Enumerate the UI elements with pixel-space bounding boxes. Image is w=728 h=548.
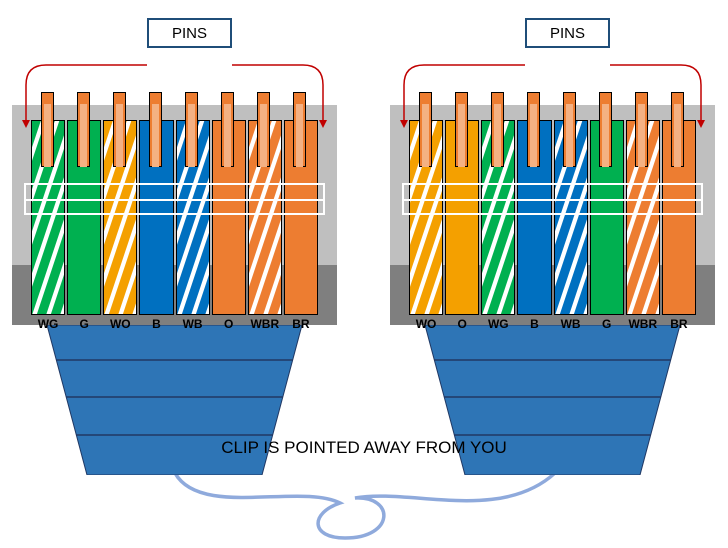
wire-labels: WOOWGBWBGWBRBR [408, 317, 697, 331]
wire-label-2: G [66, 317, 102, 331]
wire-label-8: BR [661, 317, 697, 331]
wire-label-4: B [516, 317, 552, 331]
diagram-root: CLIP IS POINTED AWAY FROM YOU WGGWOBWBOW… [0, 0, 728, 546]
wire-label-3: WG [480, 317, 516, 331]
wire-label-5: WB [175, 317, 211, 331]
wire-group [408, 120, 697, 315]
cable-line [0, 468, 728, 548]
wire-label-6: O [211, 317, 247, 331]
wire-label-8: BR [283, 317, 319, 331]
pins-label: PINS [525, 18, 610, 48]
wire-label-7: WBR [625, 317, 661, 331]
wire-label-2: O [444, 317, 480, 331]
wire-label-4: B [138, 317, 174, 331]
wire-label-3: WO [102, 317, 138, 331]
caption-text: CLIP IS POINTED AWAY FROM YOU [0, 438, 728, 458]
wire-label-6: G [589, 317, 625, 331]
wire-labels: WGGWOBWBOWBRBR [30, 317, 319, 331]
wire-label-7: WBR [247, 317, 283, 331]
wire-group [30, 120, 319, 315]
wire-label-1: WO [408, 317, 444, 331]
pins-label: PINS [147, 18, 232, 48]
wire-label-1: WG [30, 317, 66, 331]
wire-label-5: WB [553, 317, 589, 331]
